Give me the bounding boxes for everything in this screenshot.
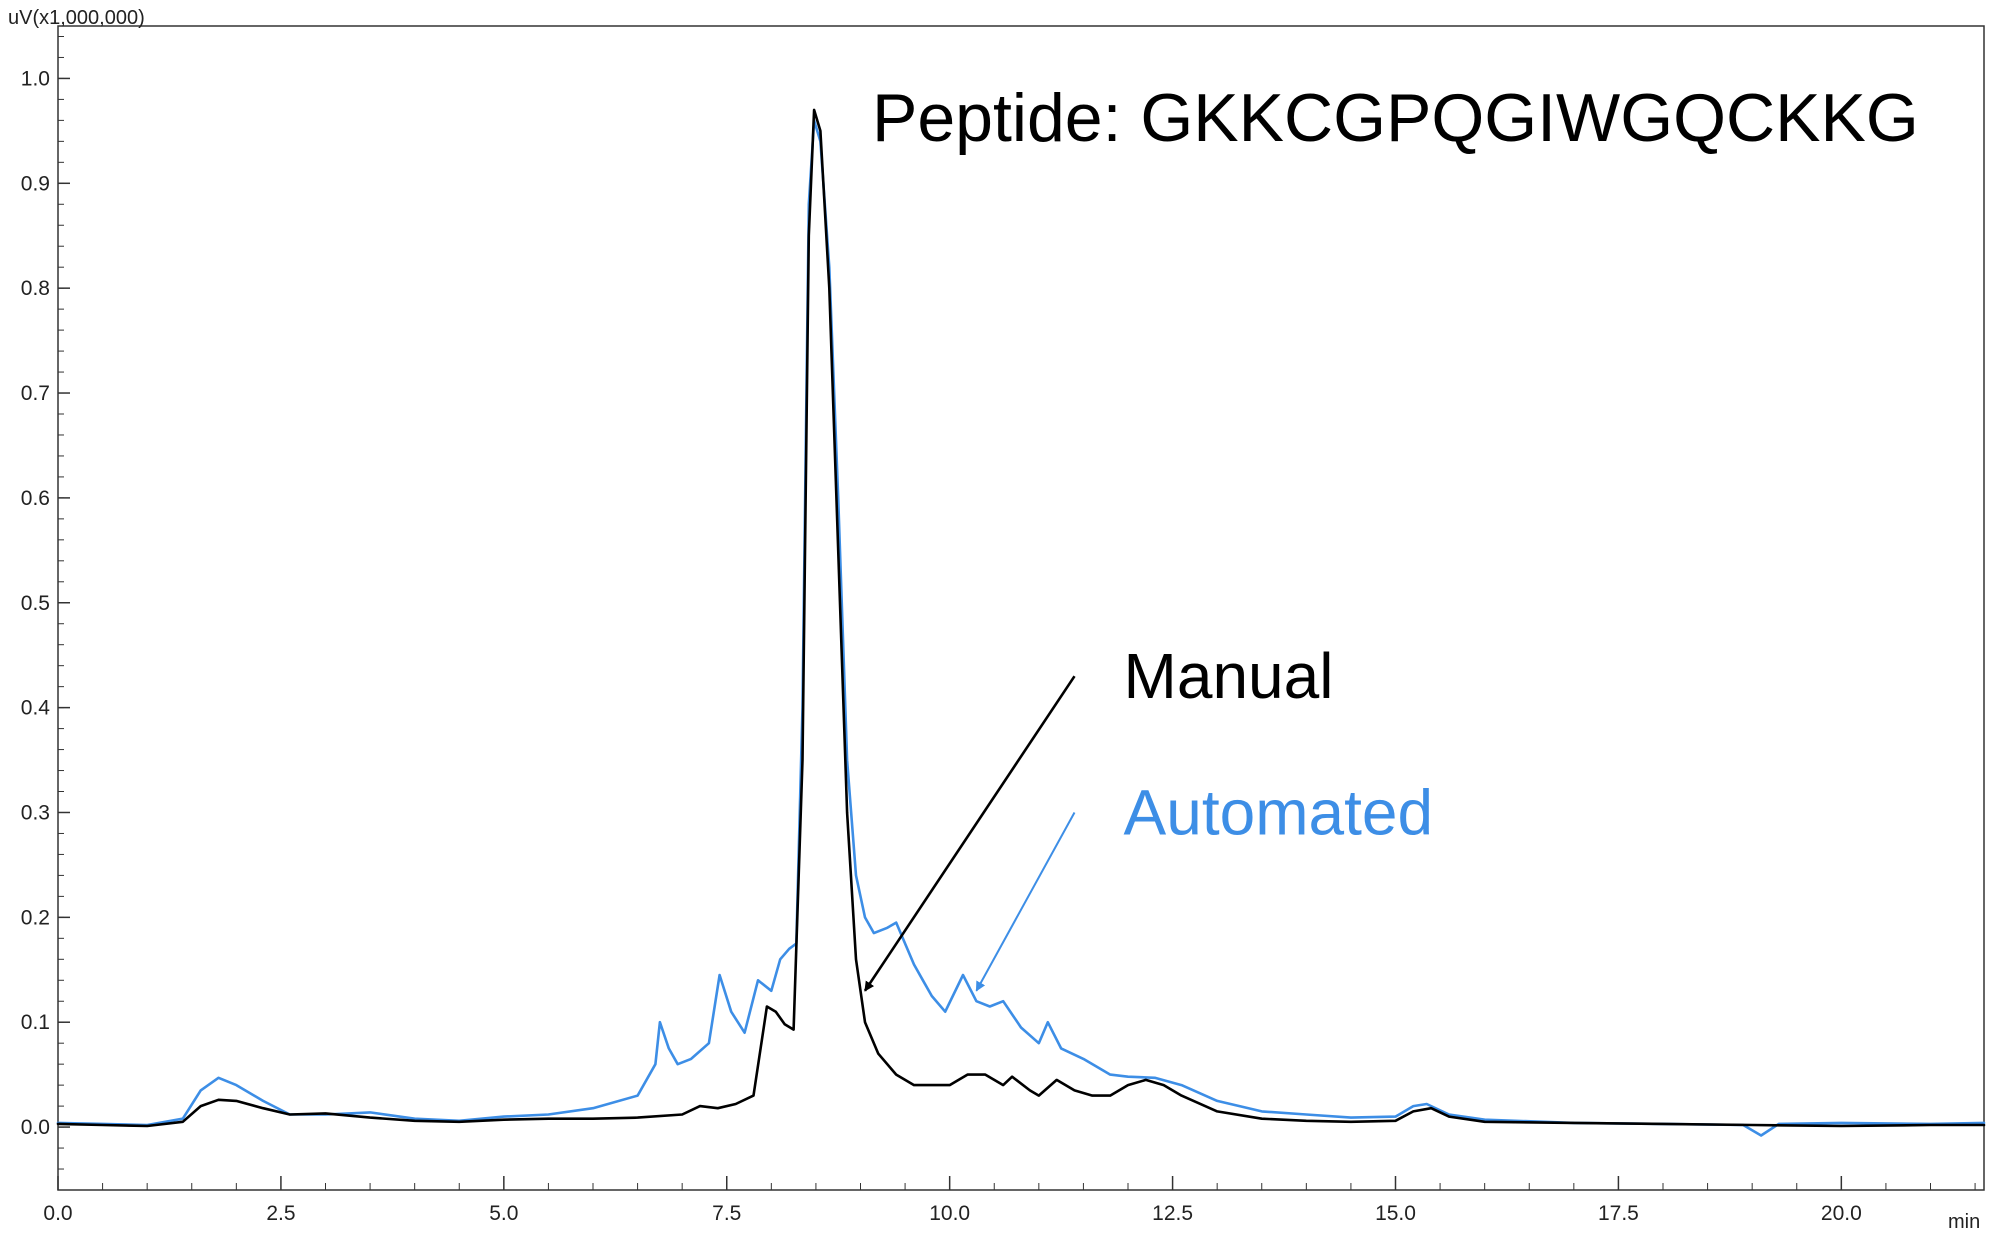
y-tick-label: 0.0: [21, 1116, 50, 1139]
x-tick-label: 7.5: [712, 1202, 741, 1225]
y-tick-label: 0.1: [21, 1011, 50, 1034]
y-tick-label: 0.4: [21, 697, 51, 720]
x-tick-label: 17.5: [1598, 1202, 1639, 1225]
annotation-label-automated: Automated: [1124, 776, 1434, 848]
series-line-automated: [56, 119, 1986, 1137]
x-tick-label: 2.5: [266, 1202, 295, 1225]
x-tick-label: 15.0: [1375, 1202, 1416, 1225]
y-axis-unit-label: uV(x1,000,000): [8, 7, 145, 29]
y-tick-label: 1.0: [21, 67, 50, 90]
x-axis-unit-label: min: [1948, 1211, 1980, 1233]
x-axis: 0.0 2.5 5.0 7.5 10.0 12.5 15.0 17.5 20.0: [43, 1176, 1976, 1225]
y-tick-label: 0.7: [21, 382, 50, 405]
x-tick-label: 12.5: [1152, 1202, 1193, 1225]
annotation-arrow-automated: [975, 812, 1076, 992]
peptide-annotation-title: Peptide: GKKCGPQGIWGQCKKG: [872, 80, 1919, 156]
y-tick-label: 0.2: [21, 906, 50, 929]
annotation-layer: Manual Automated: [863, 640, 1434, 992]
y-tick-label: 0.3: [21, 801, 50, 824]
series-layer: [56, 108, 1986, 1137]
y-axis: 0.0 0.1 0.2 0.3 0.4 0.5 0.6 0.7 0.8 0.9 1.0: [21, 35, 70, 1170]
x-tick-label: 20.0: [1821, 1202, 1862, 1225]
plot-border: [57, 25, 1985, 1191]
y-tick-label: 0.5: [21, 592, 50, 615]
x-tick-label: 0.0: [43, 1202, 72, 1225]
annotation-arrow-manual: [863, 675, 1076, 992]
y-tick-label: 0.8: [21, 277, 50, 300]
plot-frame: [57, 25, 1985, 1191]
x-tick-label: 5.0: [489, 1202, 518, 1225]
y-tick-label: 0.9: [21, 172, 50, 195]
annotation-label-manual: Manual: [1124, 640, 1334, 712]
y-tick-label: 0.6: [21, 487, 50, 510]
series-line-manual: [56, 108, 1986, 1128]
x-tick-label: 10.0: [929, 1202, 970, 1225]
